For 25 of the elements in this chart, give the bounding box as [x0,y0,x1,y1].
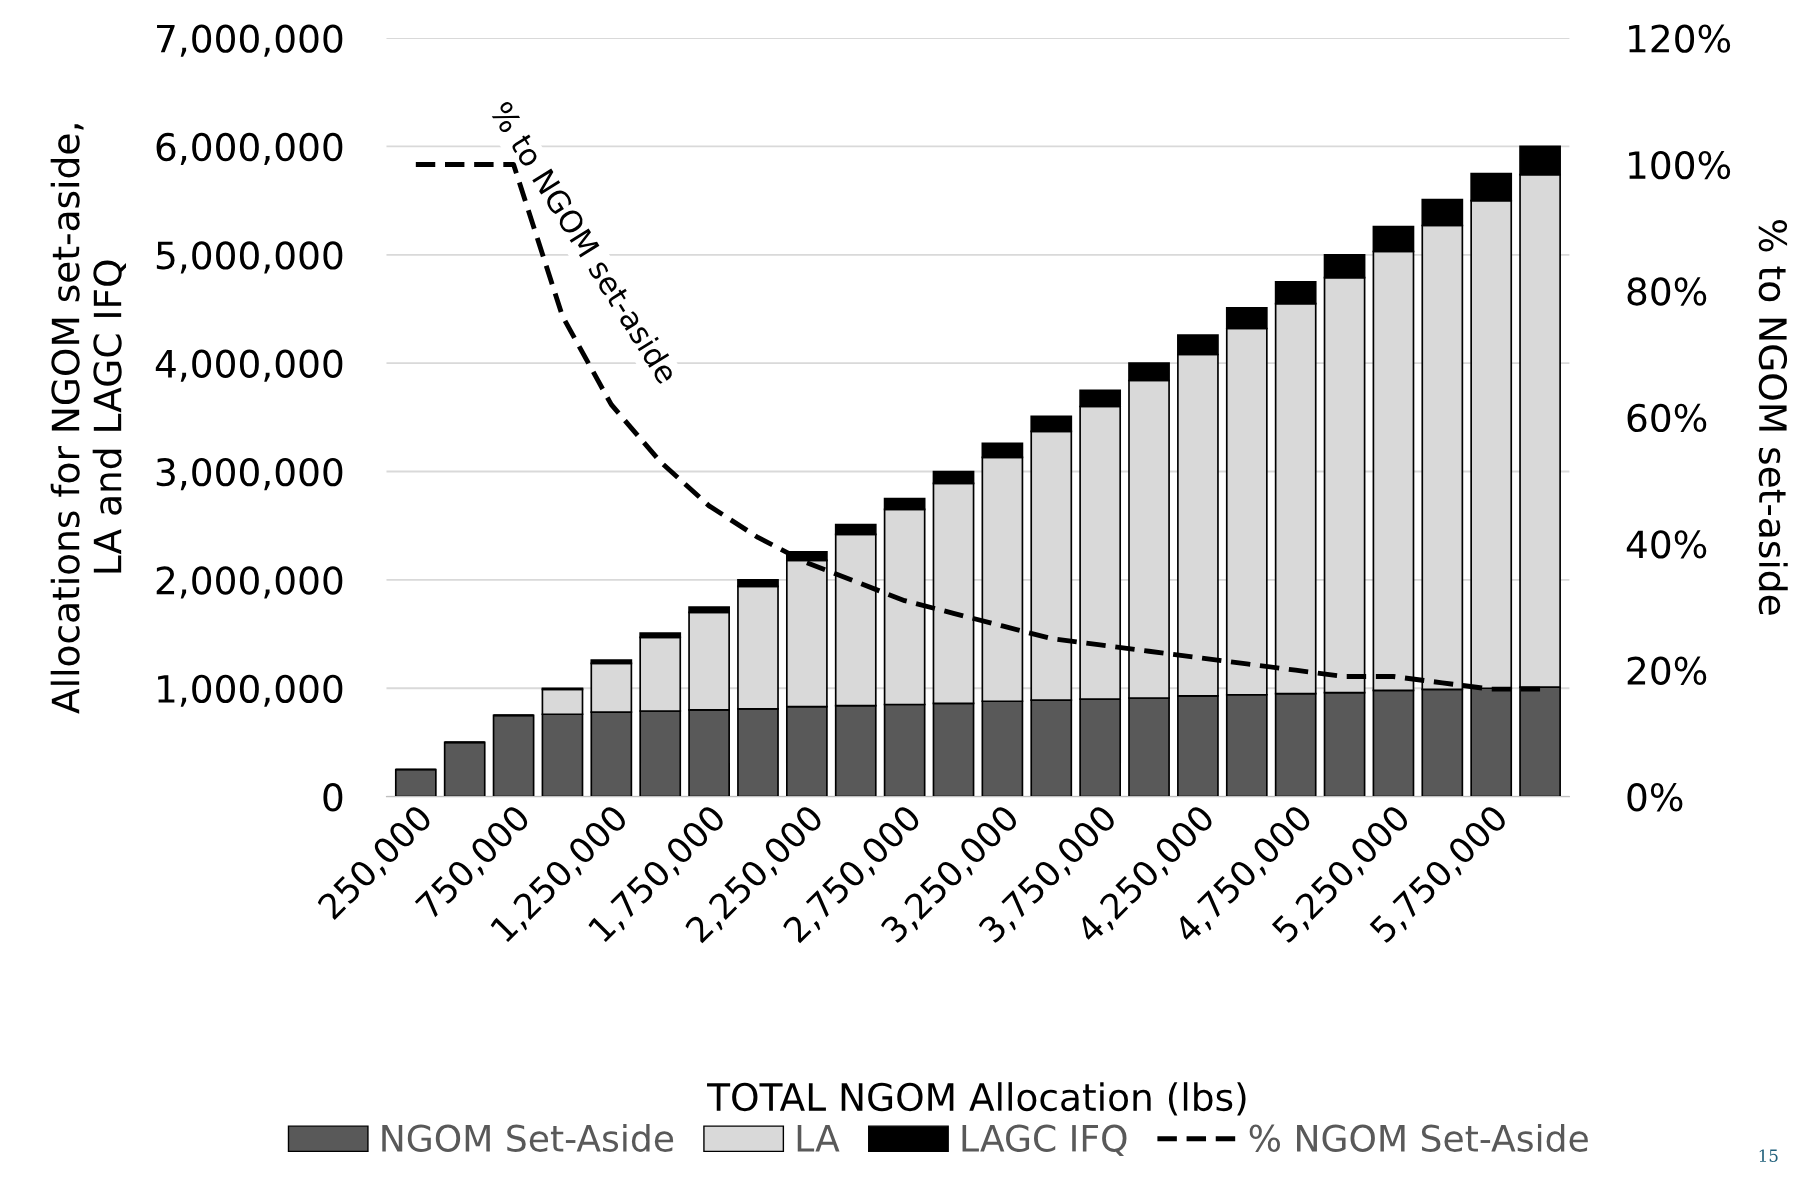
y2-tick-label: 20% [1627,656,1707,685]
y2-tick-label: 100% [1629,150,1731,180]
y-tick-label: 5,000,000 [156,241,343,274]
y2-tick-label: 40% [1626,530,1707,559]
y-axis-title: Allocations for NGOM set-aside, LA and LAGC IFQ [50,124,126,714]
y-tick-label: 4,000,000 [155,349,343,382]
legend-label: NGOM Set-Aside [382,1123,674,1152]
y-tick-label: 7,000,000 [157,24,343,57]
y2-tick-label: 80% [1627,277,1707,306]
y-tick-label: 2,000,000 [156,566,343,599]
bar [492,714,535,797]
y2-axis-title: % to NGOM set-aside [1758,220,1788,615]
bar [443,741,486,797]
y-tick-label: 6,000,000 [156,132,343,166]
y2-tick-label: 120% [1629,24,1731,53]
legend-label: % NGOM Set-Aside [1249,1123,1588,1152]
y-tick-label: 1,000,000 [158,674,343,707]
text: 15 [1759,1149,1778,1162]
bar [394,768,437,797]
y2-tick-label: 0% [1627,783,1683,812]
legend-label: LA [797,1125,840,1152]
y-tick-label: 3,000,000 [156,457,343,491]
x-axis-title: TOTAL NGOM Allocation (lbs) [707,1082,1246,1116]
y2-tick-label: 60% [1627,403,1707,433]
legend-label: LAGC IFQ [962,1124,1127,1157]
